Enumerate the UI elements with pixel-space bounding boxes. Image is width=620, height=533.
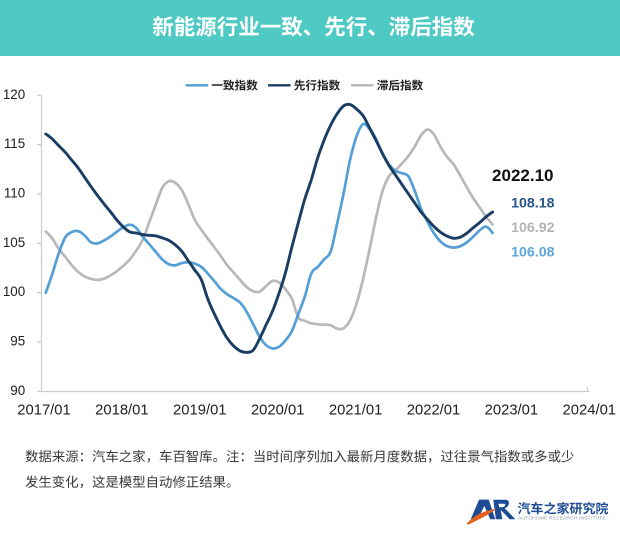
svg-text:2018/01: 2018/01 bbox=[95, 403, 149, 419]
svg-text:95: 95 bbox=[10, 334, 25, 349]
svg-text:108.18: 108.18 bbox=[511, 196, 555, 212]
svg-text:110: 110 bbox=[4, 186, 25, 201]
svg-text:2022.10: 2022.10 bbox=[492, 166, 553, 185]
svg-text:2017/01: 2017/01 bbox=[17, 403, 71, 419]
svg-text:2022/01: 2022/01 bbox=[407, 403, 461, 419]
svg-text:2019/01: 2019/01 bbox=[173, 403, 227, 419]
svg-text:106.08: 106.08 bbox=[511, 244, 555, 260]
svg-text:120: 120 bbox=[3, 87, 25, 102]
svg-text:2023/01: 2023/01 bbox=[485, 403, 539, 419]
svg-text:105: 105 bbox=[3, 235, 25, 250]
svg-text:AUTOHOME RESEARCH INSTITUTE: AUTOHOME RESEARCH INSTITUTE bbox=[518, 515, 607, 521]
svg-text:2021/01: 2021/01 bbox=[329, 403, 383, 419]
svg-text:100: 100 bbox=[3, 284, 25, 299]
svg-text:106.92: 106.92 bbox=[511, 220, 555, 236]
svg-text:2024/01: 2024/01 bbox=[563, 403, 617, 419]
svg-text:90: 90 bbox=[10, 383, 25, 398]
svg-text:115: 115 bbox=[4, 136, 25, 151]
svg-text:2020/01: 2020/01 bbox=[251, 403, 305, 419]
